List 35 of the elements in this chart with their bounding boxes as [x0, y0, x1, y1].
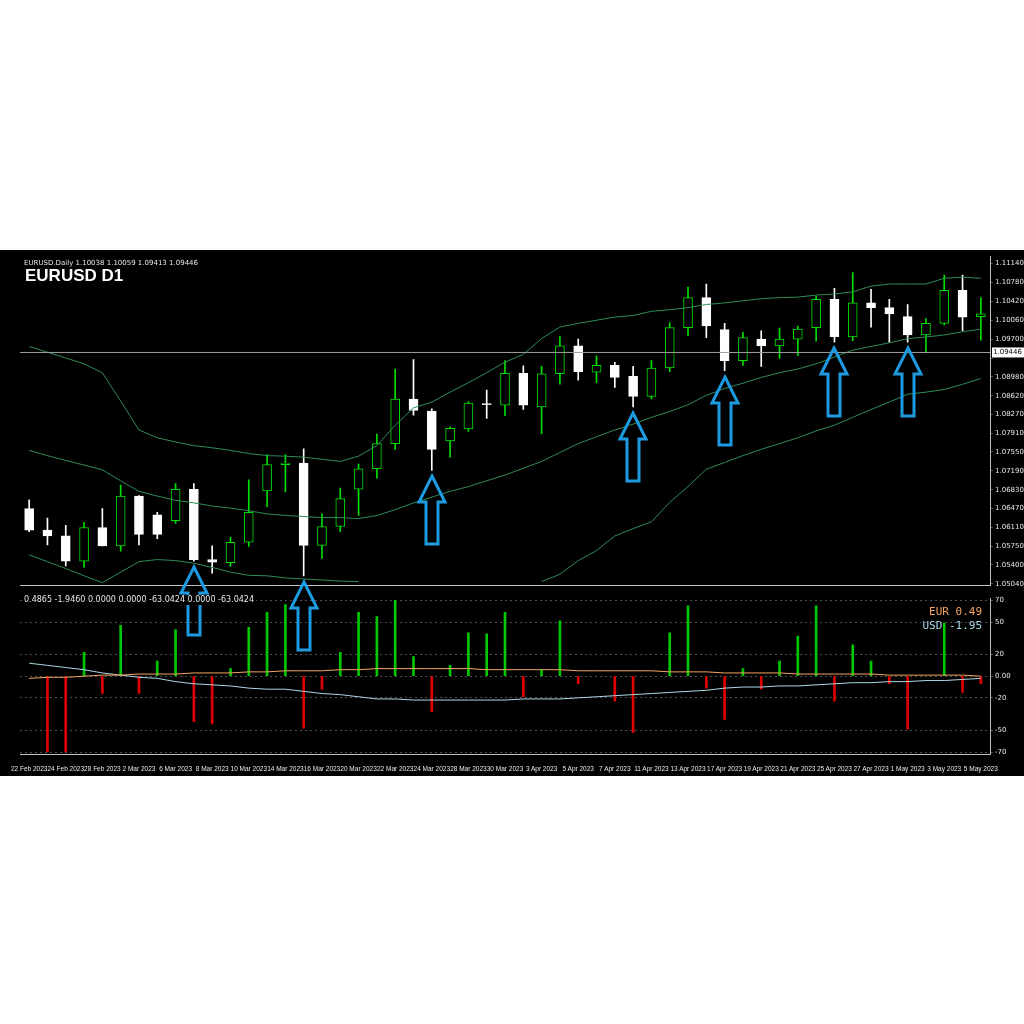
bar	[210, 676, 214, 725]
candlestick	[866, 288, 876, 328]
text: EUR 0.49	[929, 604, 982, 618]
bar	[119, 624, 122, 677]
bar	[851, 644, 855, 677]
bar	[613, 676, 617, 702]
bar	[961, 676, 964, 693]
bar	[46, 676, 49, 753]
bar	[704, 676, 708, 689]
text: EURUSD D1	[25, 266, 124, 286]
bar	[521, 676, 525, 698]
bar	[833, 676, 836, 702]
bar	[64, 676, 68, 753]
bar	[101, 676, 104, 694]
candlestick	[481, 389, 492, 419]
bar	[576, 676, 580, 685]
text: USD -1.95	[922, 618, 983, 632]
bar	[668, 632, 672, 677]
bar	[393, 600, 397, 677]
bar	[338, 652, 342, 677]
bar	[357, 611, 360, 677]
bar	[942, 622, 946, 677]
bar	[412, 656, 415, 677]
bar	[723, 676, 726, 720]
bar	[906, 676, 909, 730]
candlestick	[207, 545, 217, 574]
bar	[284, 604, 287, 677]
bar	[467, 632, 470, 677]
bar	[247, 627, 251, 677]
candlestick	[756, 330, 767, 367]
chart-title: 0.4865 -1.9460 0.0000 0.0000 -63.0424 0.0000 -63.0424	[22, 595, 257, 605]
bar	[174, 629, 177, 677]
bar	[302, 676, 306, 729]
bar	[430, 676, 434, 713]
bar	[485, 633, 489, 677]
